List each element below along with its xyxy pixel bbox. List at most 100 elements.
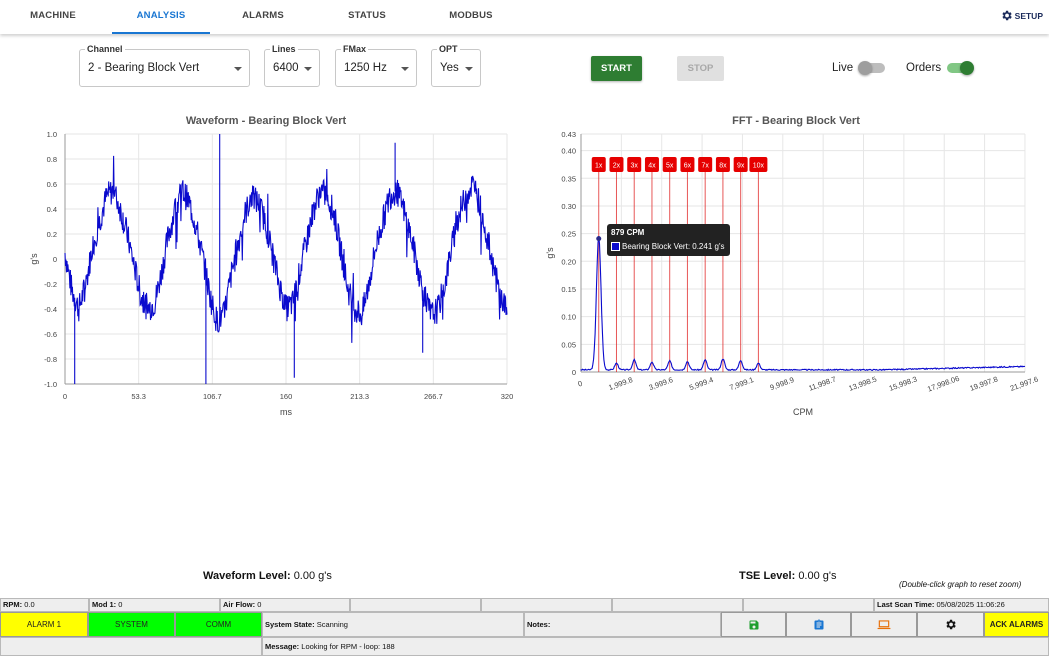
y-tick-label: 0 bbox=[53, 255, 57, 264]
y-tick-label: 0.40 bbox=[561, 147, 576, 156]
laptop-button[interactable] bbox=[851, 612, 917, 637]
ack-alarms-button[interactable]: ACK ALARMS bbox=[984, 612, 1049, 637]
last-scan-cell: Last Scan Time: 05/08/2025 11:06:26 bbox=[874, 598, 1049, 612]
chevron-down-icon bbox=[465, 67, 473, 71]
y-axis-label: g's bbox=[29, 253, 39, 265]
tse-level: TSE Level: 0.00 g's bbox=[739, 570, 837, 582]
status-cell-empty bbox=[0, 637, 262, 656]
y-tick-label: 0.15 bbox=[561, 285, 576, 294]
gear-icon bbox=[1002, 10, 1012, 21]
message-label: Message: bbox=[265, 642, 300, 651]
opt-select[interactable]: OPT Yes bbox=[431, 44, 481, 87]
y-tick-label: 0.25 bbox=[561, 230, 576, 239]
y-tick-label: 0.43 bbox=[561, 130, 576, 139]
reset-zoom-hint: (Double-click graph to reset zoom) bbox=[899, 580, 1022, 589]
opt-value: Yes bbox=[440, 62, 459, 74]
save-button[interactable] bbox=[721, 612, 786, 637]
fft-chart[interactable]: 0.43 0.40 0.35 0.30 0.25 0.20 0.15 0.10 0.05 00 1,… bbox=[530, 125, 1049, 425]
message-cell: Message: Looking for RPM - loop: 188 bbox=[262, 637, 1049, 656]
chevron-down-icon bbox=[234, 67, 242, 71]
x-tick-label: 7,999.1 bbox=[728, 375, 755, 392]
x-tick-label: 17,998.06 bbox=[926, 374, 960, 394]
status-cell-empty bbox=[612, 598, 743, 612]
order-marker-badge bbox=[591, 157, 606, 172]
y-tick-label: -0.2 bbox=[44, 280, 57, 289]
waveform-level: Waveform Level: 0.00 g's bbox=[203, 570, 332, 582]
live-toggle-knob bbox=[858, 61, 872, 75]
y-tick-label: 0.30 bbox=[561, 202, 576, 211]
tse-level-label: TSE Level: bbox=[739, 570, 796, 582]
airflow-value: 0 bbox=[257, 600, 262, 609]
fmax-value: 1250 Hz bbox=[344, 62, 387, 74]
x-tick-label: 9,998.9 bbox=[769, 375, 796, 392]
comm-indicator[interactable]: COMM bbox=[175, 612, 262, 637]
status-cell-empty bbox=[481, 598, 612, 612]
fft-series-line bbox=[580, 236, 1026, 372]
system-indicator[interactable]: SYSTEM bbox=[88, 612, 175, 637]
mod-value: 0 bbox=[118, 600, 123, 609]
setup-button[interactable]: SETUP bbox=[1000, 9, 1043, 22]
chevron-down-icon bbox=[304, 67, 312, 71]
order-marker-badge bbox=[715, 157, 730, 172]
tab-machine[interactable]: MACHINE bbox=[30, 10, 76, 21]
order-marker-badge bbox=[733, 157, 748, 172]
tooltip-text: Bearing Block Vert: 0.241 g's bbox=[622, 242, 725, 251]
order-marker-badge bbox=[662, 157, 677, 172]
x-tick-label: 11,998.7 bbox=[807, 375, 837, 393]
settings-button[interactable] bbox=[917, 612, 984, 637]
y-tick-label: 0.20 bbox=[561, 257, 576, 266]
orders-toggle-knob bbox=[960, 61, 974, 75]
tab-modbus[interactable]: MODBUS bbox=[449, 10, 493, 21]
order-marker-label: 6x bbox=[684, 163, 692, 170]
y-tick-label: -0.4 bbox=[44, 305, 57, 314]
notes-cell: Notes: bbox=[524, 612, 721, 637]
clipboard-button[interactable] bbox=[786, 612, 851, 637]
tab-alarms[interactable]: ALARMS bbox=[242, 10, 284, 21]
waveform-chart[interactable]: 1.0 0.8 0.6 0.4 0.2 0 -0.2 -0.4 -0.6 -0.8 -1.0 0 53.… bbox=[0, 125, 525, 425]
tab-analysis[interactable]: ANALYSIS bbox=[112, 0, 210, 34]
message-value: Looking for RPM - loop: 188 bbox=[301, 642, 395, 651]
order-marker-label: 7x bbox=[701, 163, 709, 170]
lines-select[interactable]: Lines 6400 bbox=[264, 44, 320, 87]
order-marker-badge bbox=[680, 157, 695, 172]
y-tick-label: 0.4 bbox=[47, 205, 57, 214]
alarm1-indicator[interactable]: ALARM 1 bbox=[0, 612, 88, 637]
y-tick-label: 0.35 bbox=[561, 174, 576, 183]
tse-level-value: 0.00 g's bbox=[798, 570, 837, 582]
tab-status[interactable]: STATUS bbox=[348, 10, 386, 21]
y-tick-label: -0.6 bbox=[44, 330, 57, 339]
x-tick-label: 3,999.6 bbox=[648, 375, 675, 392]
order-marker-label: 10x bbox=[753, 163, 765, 170]
rpm-cell: RPM: 0.0 bbox=[0, 598, 89, 612]
y-tick-label: 1.0 bbox=[47, 130, 57, 139]
opt-label: OPT bbox=[437, 44, 460, 54]
x-tick-label: 160 bbox=[280, 392, 293, 401]
top-nav: MACHINE ANALYSIS ALARMS STATUS MODBUS SE… bbox=[0, 0, 1049, 34]
start-button[interactable]: START bbox=[591, 56, 642, 81]
waveform-title: Waveform - Bearing Block Vert bbox=[185, 115, 347, 127]
last-scan-value: 05/08/2025 11:06:26 bbox=[936, 600, 1005, 609]
y-tick-label: 0 bbox=[572, 368, 576, 377]
lines-value: 6400 bbox=[273, 62, 299, 74]
order-marker-label: 2x bbox=[613, 163, 621, 170]
channel-select[interactable]: Channel 2 - Bearing Block Vert bbox=[79, 44, 250, 87]
order-marker-badge bbox=[698, 157, 713, 172]
orders-toggle[interactable] bbox=[947, 61, 974, 75]
order-marker-badge bbox=[644, 157, 659, 172]
waveform-level-label: Waveform Level: bbox=[203, 570, 291, 582]
x-tick-label: 1,999.8 bbox=[607, 375, 634, 392]
fmax-select[interactable]: FMax 1250 Hz bbox=[335, 44, 417, 87]
x-tick-label: 5,999.4 bbox=[688, 375, 715, 392]
system-state-value: Scanning bbox=[316, 620, 348, 629]
stop-button[interactable]: STOP bbox=[677, 56, 724, 81]
rpm-label: RPM: bbox=[3, 600, 23, 609]
waveform-level-value: 0.00 g's bbox=[293, 570, 332, 582]
channel-value: 2 - Bearing Block Vert bbox=[88, 62, 200, 74]
y-tick-label: 0.8 bbox=[47, 155, 57, 164]
order-marker-label: 3x bbox=[631, 163, 639, 170]
order-marker-label: 5x bbox=[666, 163, 674, 170]
airflow-cell: Air Flow: 0 bbox=[220, 598, 350, 612]
system-state-label: System State: bbox=[265, 620, 315, 629]
system-state-cell: System State: Scanning bbox=[262, 612, 524, 637]
live-toggle[interactable] bbox=[858, 61, 885, 75]
